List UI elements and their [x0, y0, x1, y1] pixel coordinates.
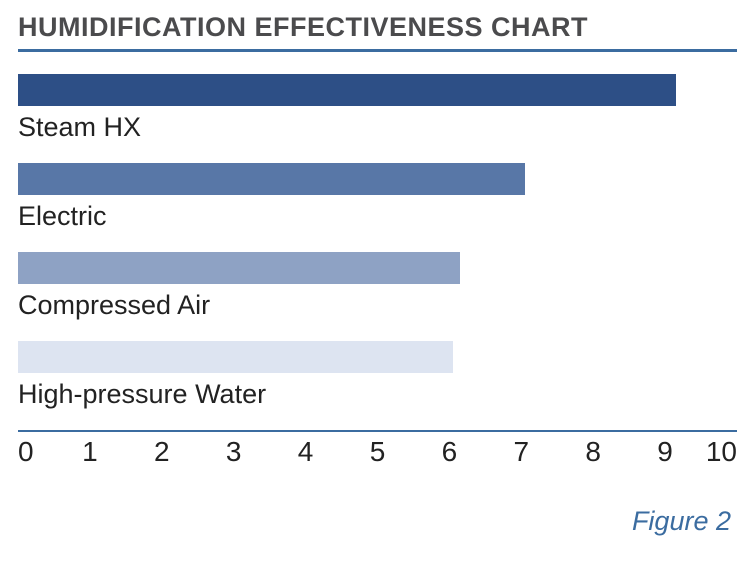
bar-row: Steam HX: [18, 74, 737, 143]
bar-row: High-pressure Water: [18, 341, 737, 410]
bar-label: High-pressure Water: [18, 379, 737, 410]
x-tick: 10: [706, 436, 737, 468]
x-tick: 3: [226, 436, 242, 468]
bar: [18, 252, 460, 284]
x-tick: 8: [585, 436, 601, 468]
bar-row: Compressed Air: [18, 252, 737, 321]
x-axis: 0 1 2 3 4 5 6 7 8 9 10: [18, 436, 737, 472]
x-tick: 5: [370, 436, 386, 468]
bar-label: Electric: [18, 201, 737, 232]
bar-label: Steam HX: [18, 112, 737, 143]
x-tick: 2: [154, 436, 170, 468]
x-tick: 6: [442, 436, 458, 468]
x-tick: 9: [657, 436, 673, 468]
bar: [18, 341, 453, 373]
chart-title: HUMIDIFICATION EFFECTIVENESS CHART: [18, 12, 737, 43]
chart-container: HUMIDIFICATION EFFECTIVENESS CHART Steam…: [0, 0, 755, 574]
bar: [18, 74, 676, 106]
bar-row: Electric: [18, 163, 737, 232]
chart-caption: Figure 2: [18, 506, 737, 537]
chart-area: Steam HX Electric Compressed Air High-press…: [18, 52, 737, 410]
bar-label: Compressed Air: [18, 290, 737, 321]
bar: [18, 163, 525, 195]
x-tick: 4: [298, 436, 314, 468]
rule-bottom: [18, 430, 737, 432]
x-tick: 1: [82, 436, 98, 468]
x-tick: 0: [18, 436, 34, 468]
x-tick: 7: [514, 436, 530, 468]
